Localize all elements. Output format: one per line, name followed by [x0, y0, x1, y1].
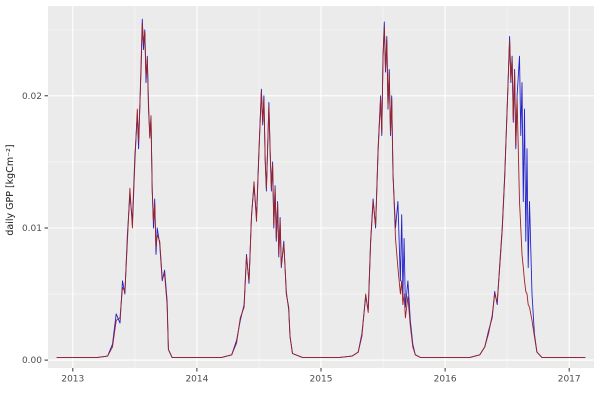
x-tick-label: 2013	[61, 375, 84, 385]
y-tick-label: 0.00	[22, 356, 42, 366]
series-layer	[56, 18, 586, 358]
y-tick-label: 0.02	[22, 92, 42, 102]
axis-layer: 2013 2014 2015 2016 2017 0.00 0.01 0.02	[22, 92, 581, 385]
y-axis-title: daily GPP [kgCm⁻²]	[5, 144, 16, 235]
series-line-darkred-series	[56, 22, 586, 358]
x-tick-label: 2014	[185, 375, 208, 385]
x-tick-label: 2016	[434, 375, 457, 385]
x-tick-label: 2017	[558, 375, 581, 385]
x-tick-label: 2015	[310, 375, 333, 385]
y-tick-label: 0.01	[22, 224, 42, 234]
